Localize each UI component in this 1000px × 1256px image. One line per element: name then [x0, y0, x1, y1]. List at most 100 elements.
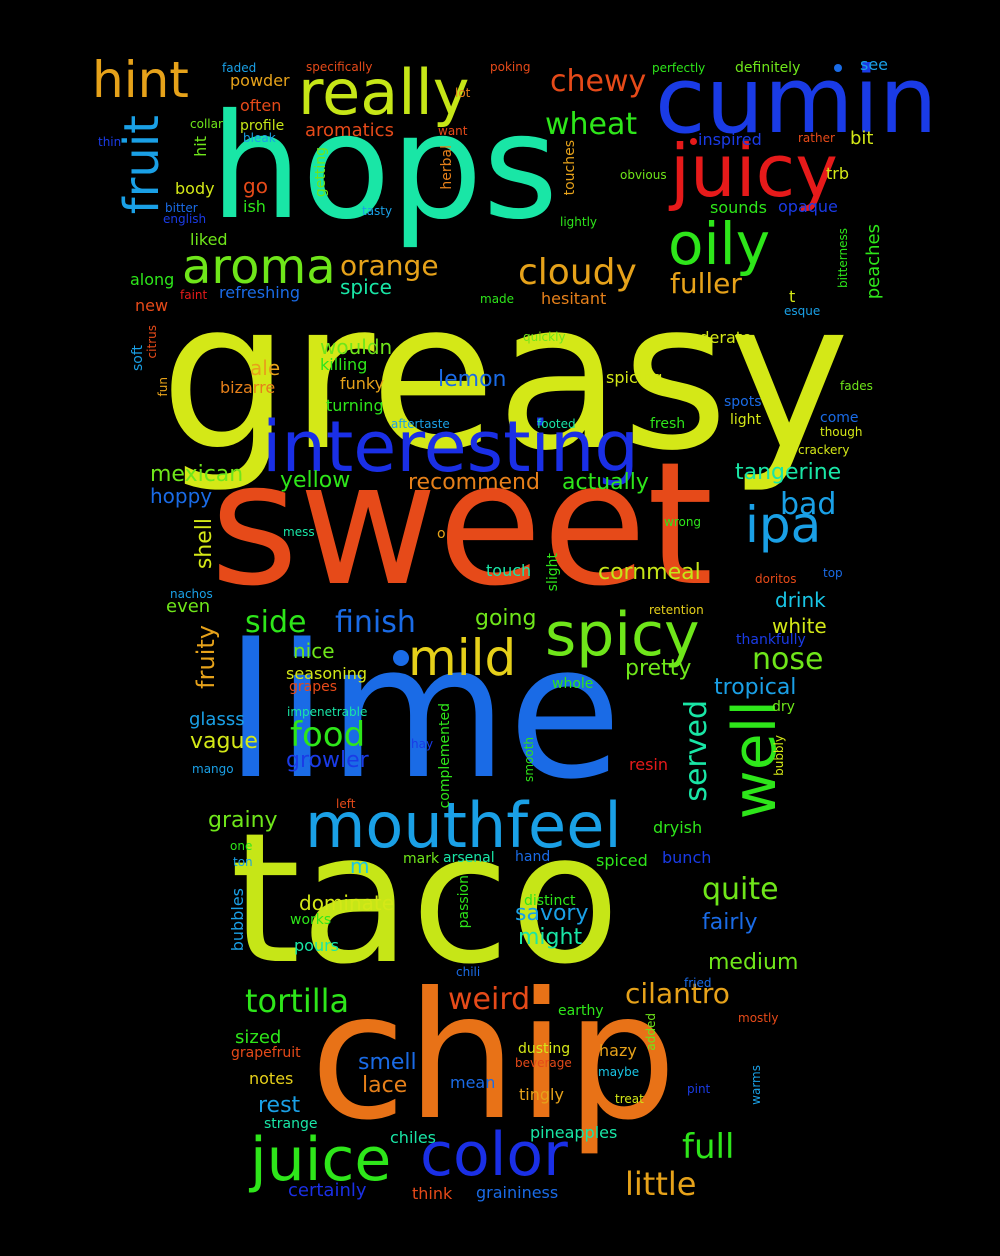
word-mouthfeel: mouthfeel	[305, 789, 622, 862]
word-dryish: dryish	[653, 818, 703, 837]
word-thankfully: thankfully	[736, 632, 806, 648]
word-often: often	[240, 96, 282, 115]
word-funky: funky	[340, 374, 385, 393]
word-taco: taco	[230, 795, 620, 1004]
word-made: made	[480, 292, 515, 306]
word-spice: spice	[340, 275, 392, 299]
word-drink: drink	[775, 588, 826, 612]
word-mango: mango	[192, 762, 234, 776]
word-footed: footed	[537, 417, 576, 431]
word-mostly: mostly	[738, 1011, 779, 1025]
word-hoppy: hoppy	[150, 484, 213, 508]
word-poking: poking	[490, 60, 531, 74]
word-recommend: recommend	[408, 470, 540, 495]
word-might: might	[518, 925, 583, 950]
word-thin: thin	[98, 135, 122, 149]
word-along: along	[130, 270, 175, 289]
word-served: served	[679, 700, 714, 802]
word-new: new	[135, 296, 169, 315]
word-smooth: smooth	[522, 737, 536, 782]
word-rest: rest	[258, 1093, 301, 1118]
word-actually: actually	[562, 470, 649, 495]
word-graininess: graininess	[476, 1183, 559, 1202]
word-dusting: dusting	[518, 1041, 571, 1057]
word-smell: smell	[358, 1050, 417, 1075]
word-vague: vague	[190, 729, 258, 754]
word-quite: quite	[702, 872, 779, 907]
word-shell: shell	[192, 518, 217, 570]
word-moderate: moderate	[674, 328, 752, 347]
word-bubbles: bubbles	[228, 888, 247, 952]
word-grapes: grapes	[289, 679, 338, 695]
word-weird: weird	[448, 982, 531, 1017]
word-bad: bad	[780, 487, 837, 522]
word-turning: turning	[326, 396, 384, 415]
word-perfectly: perfectly	[652, 61, 706, 75]
word-nachos: nachos	[170, 587, 213, 601]
word-fuller: fuller	[670, 267, 742, 300]
word-obvious: obvious	[620, 168, 667, 182]
word-spots: spots	[724, 394, 762, 410]
word-powder: powder	[230, 71, 290, 90]
word-spiced: spiced	[596, 851, 648, 870]
word-tasty: tasty	[362, 204, 393, 218]
word-nice: nice	[293, 639, 335, 663]
word-spicing: spicing	[606, 368, 663, 387]
word-white: white	[772, 614, 827, 638]
word-hit: hit	[191, 136, 210, 157]
word-chip: chip	[310, 956, 677, 1159]
word-t: t	[789, 287, 796, 306]
word-tingly: tingly	[519, 1085, 564, 1104]
word-peaches: peaches	[863, 224, 884, 300]
word-getting: getting	[313, 147, 329, 198]
word-whole: whole	[552, 676, 594, 692]
word-esque: esque	[784, 304, 821, 318]
word-impenetrable: impenetrable	[287, 705, 368, 719]
word-seasoning: seasoning	[286, 664, 367, 683]
word-o: o	[437, 526, 446, 542]
word-mark: mark	[403, 851, 440, 867]
word-lime: lime	[225, 604, 622, 820]
word-wheat: wheat	[545, 107, 638, 142]
word-medium: medium	[708, 950, 799, 975]
word-collar: collar	[190, 117, 223, 131]
word-cloudy: cloudy	[518, 252, 637, 293]
word-juicy: juicy	[670, 129, 838, 213]
word-english: english	[163, 212, 207, 226]
word-greasy: greasy	[160, 258, 850, 496]
word-m: m	[350, 854, 370, 878]
word-dry: dry	[772, 699, 795, 715]
word-savory: savory	[515, 901, 589, 926]
word-hops: hops	[210, 83, 559, 252]
word-hesitant: hesitant	[541, 289, 607, 308]
word-going: going	[475, 606, 537, 631]
dot-b	[393, 650, 409, 666]
word-killing: killing	[320, 355, 368, 374]
word-fried: fried	[684, 976, 712, 990]
word-doritos: doritos	[755, 572, 797, 586]
word-fruit: fruit	[114, 115, 170, 215]
word-interesting: interesting	[262, 406, 639, 488]
word-mexican: mexican	[150, 462, 244, 487]
word-mean: mean	[450, 1073, 496, 1092]
word-bit: bit	[850, 128, 874, 149]
word-want: want	[438, 124, 468, 138]
word-sized: sized	[235, 1027, 282, 1048]
word-crackery: crackery	[798, 443, 850, 457]
word-cumin: cumin	[655, 47, 938, 154]
word-fades: fades	[840, 379, 873, 393]
word-mild: mild	[408, 629, 517, 687]
word-food: food	[290, 715, 366, 755]
word-warms: warms	[749, 1065, 763, 1105]
word-chewy: chewy	[550, 64, 647, 99]
word-resin: resin	[629, 755, 668, 774]
word-oily: oily	[668, 210, 771, 278]
word-growler: growler	[286, 748, 369, 773]
word-tortilla: tortilla	[245, 982, 350, 1020]
word-come: come	[820, 410, 859, 426]
word-fairly: fairly	[702, 910, 758, 935]
word-citrus: citrus	[145, 325, 159, 359]
word-lot: lot	[455, 86, 471, 100]
word-earthy: earthy	[558, 1003, 604, 1019]
word-fruity: fruity	[192, 625, 220, 689]
